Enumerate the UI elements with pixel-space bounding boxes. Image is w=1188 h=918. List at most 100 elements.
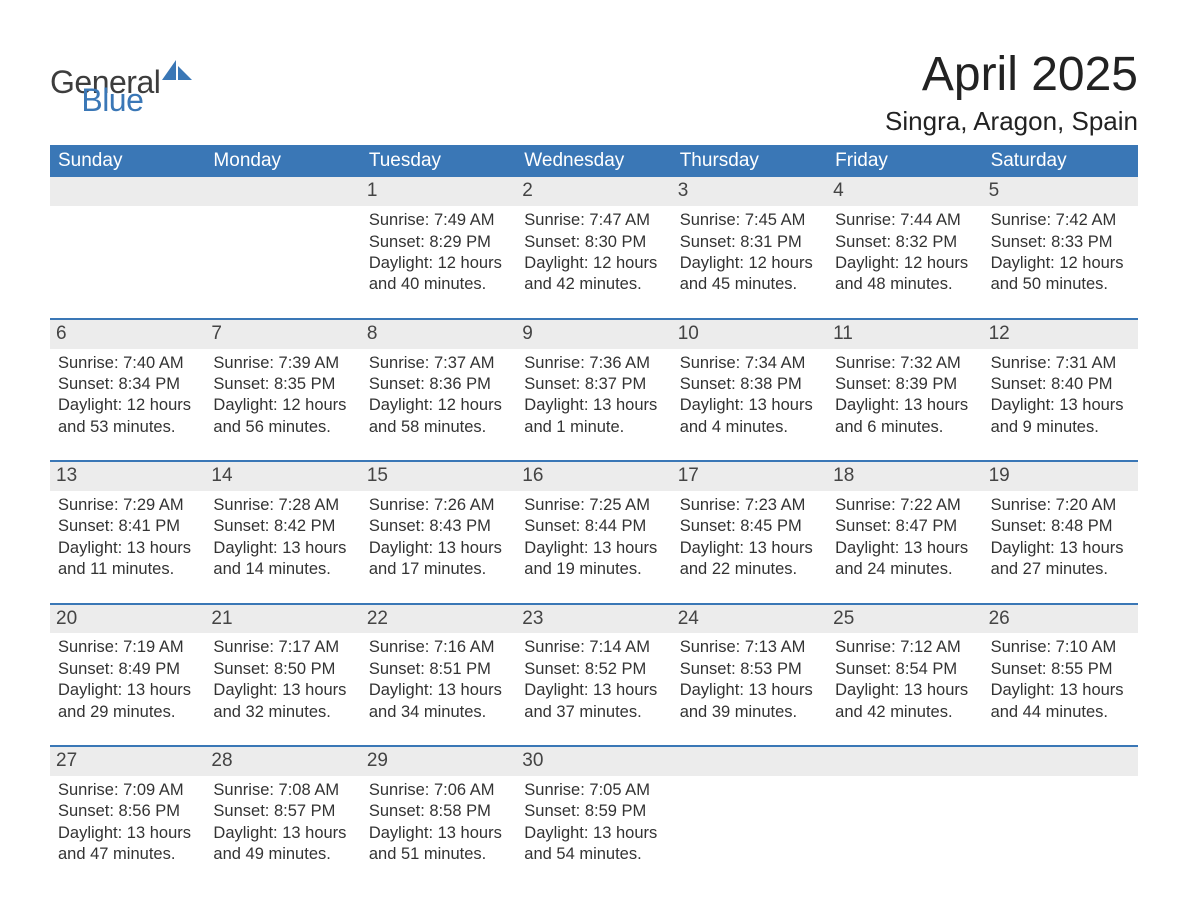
day2-text: and 50 minutes. <box>991 274 1130 295</box>
week-row: 20Sunrise: 7:19 AMSunset: 8:49 PMDayligh… <box>50 603 1138 733</box>
day1-text: Daylight: 13 hours <box>58 823 197 844</box>
location-label: Singra, Aragon, Spain <box>885 106 1138 137</box>
day-number: 5 <box>983 177 1138 206</box>
day-number: . <box>672 747 827 776</box>
sunrise-text: Sunrise: 7:26 AM <box>369 495 508 516</box>
sunset-text: Sunset: 8:59 PM <box>524 801 663 822</box>
day-cell: 14Sunrise: 7:28 AMSunset: 8:42 PMDayligh… <box>205 462 360 590</box>
day2-text: and 4 minutes. <box>680 417 819 438</box>
sunrise-text: Sunrise: 7:47 AM <box>524 210 663 231</box>
day1-text: Daylight: 12 hours <box>991 253 1130 274</box>
day-number: 17 <box>672 462 827 491</box>
sunrise-text: Sunrise: 7:40 AM <box>58 353 197 374</box>
day-cell: 7Sunrise: 7:39 AMSunset: 8:35 PMDaylight… <box>205 320 360 448</box>
day-cell: 16Sunrise: 7:25 AMSunset: 8:44 PMDayligh… <box>516 462 671 590</box>
day-cell: 1Sunrise: 7:49 AMSunset: 8:29 PMDaylight… <box>361 177 516 305</box>
day1-text: Daylight: 13 hours <box>991 680 1130 701</box>
sunset-text: Sunset: 8:42 PM <box>213 516 352 537</box>
day-number: 26 <box>983 605 1138 634</box>
sunset-text: Sunset: 8:37 PM <box>524 374 663 395</box>
day-number: 14 <box>205 462 360 491</box>
sunset-text: Sunset: 8:58 PM <box>369 801 508 822</box>
day-cell: 29Sunrise: 7:06 AMSunset: 8:58 PMDayligh… <box>361 747 516 875</box>
day-number: 16 <box>516 462 671 491</box>
day2-text: and 56 minutes. <box>213 417 352 438</box>
weekday-header: Thursday <box>672 145 827 177</box>
day1-text: Daylight: 13 hours <box>213 538 352 559</box>
day-number: . <box>50 177 205 206</box>
sunrise-text: Sunrise: 7:10 AM <box>991 637 1130 658</box>
sunset-text: Sunset: 8:33 PM <box>991 232 1130 253</box>
day2-text: and 22 minutes. <box>680 559 819 580</box>
day2-text: and 54 minutes. <box>524 844 663 865</box>
sunset-text: Sunset: 8:48 PM <box>991 516 1130 537</box>
calendar-page: General Blue April 2025 Singra, Aragon, … <box>0 0 1188 906</box>
sunrise-text: Sunrise: 7:06 AM <box>369 780 508 801</box>
day1-text: Daylight: 13 hours <box>680 538 819 559</box>
sunrise-text: Sunrise: 7:05 AM <box>524 780 663 801</box>
sunset-text: Sunset: 8:56 PM <box>58 801 197 822</box>
sunset-text: Sunset: 8:53 PM <box>680 659 819 680</box>
day-number: 13 <box>50 462 205 491</box>
sunrise-text: Sunrise: 7:16 AM <box>369 637 508 658</box>
day2-text: and 44 minutes. <box>991 702 1130 723</box>
sunrise-text: Sunrise: 7:34 AM <box>680 353 819 374</box>
sunrise-text: Sunrise: 7:37 AM <box>369 353 508 374</box>
day-number: 2 <box>516 177 671 206</box>
day-cell: 11Sunrise: 7:32 AMSunset: 8:39 PMDayligh… <box>827 320 982 448</box>
weekday-header: Sunday <box>50 145 205 177</box>
day1-text: Daylight: 13 hours <box>835 395 974 416</box>
day-cell: 20Sunrise: 7:19 AMSunset: 8:49 PMDayligh… <box>50 605 205 733</box>
day1-text: Daylight: 13 hours <box>835 680 974 701</box>
week-row: 6Sunrise: 7:40 AMSunset: 8:34 PMDaylight… <box>50 318 1138 448</box>
day1-text: Daylight: 13 hours <box>524 823 663 844</box>
weekday-header: Saturday <box>983 145 1138 177</box>
sunrise-text: Sunrise: 7:09 AM <box>58 780 197 801</box>
sunrise-text: Sunrise: 7:17 AM <box>213 637 352 658</box>
weekday-header-row: Sunday Monday Tuesday Wednesday Thursday… <box>50 145 1138 177</box>
weekday-header: Wednesday <box>516 145 671 177</box>
day-number: 11 <box>827 320 982 349</box>
sunset-text: Sunset: 8:44 PM <box>524 516 663 537</box>
day-cell: 24Sunrise: 7:13 AMSunset: 8:53 PMDayligh… <box>672 605 827 733</box>
day-cell: 26Sunrise: 7:10 AMSunset: 8:55 PMDayligh… <box>983 605 1138 733</box>
header: General Blue April 2025 Singra, Aragon, … <box>50 50 1138 137</box>
day-number: 18 <box>827 462 982 491</box>
day1-text: Daylight: 13 hours <box>680 680 819 701</box>
day-number: 9 <box>516 320 671 349</box>
day2-text: and 19 minutes. <box>524 559 663 580</box>
sunset-text: Sunset: 8:52 PM <box>524 659 663 680</box>
day-cell: 9Sunrise: 7:36 AMSunset: 8:37 PMDaylight… <box>516 320 671 448</box>
sunrise-text: Sunrise: 7:39 AM <box>213 353 352 374</box>
day-number: 15 <box>361 462 516 491</box>
day2-text: and 42 minutes. <box>835 702 974 723</box>
logo-sail-icon <box>162 60 196 85</box>
sunrise-text: Sunrise: 7:49 AM <box>369 210 508 231</box>
sunrise-text: Sunrise: 7:25 AM <box>524 495 663 516</box>
day2-text: and 29 minutes. <box>58 702 197 723</box>
sunrise-text: Sunrise: 7:42 AM <box>991 210 1130 231</box>
sunset-text: Sunset: 8:30 PM <box>524 232 663 253</box>
day-cell: . <box>983 747 1138 875</box>
day2-text: and 39 minutes. <box>680 702 819 723</box>
weekday-header: Tuesday <box>361 145 516 177</box>
day-cell: 27Sunrise: 7:09 AMSunset: 8:56 PMDayligh… <box>50 747 205 875</box>
sunrise-text: Sunrise: 7:45 AM <box>680 210 819 231</box>
week-row: 27Sunrise: 7:09 AMSunset: 8:56 PMDayligh… <box>50 745 1138 875</box>
weeks-container: .. 1Sunrise: 7:49 AMSunset: 8:29 PMDaylig… <box>50 177 1138 875</box>
sunrise-text: Sunrise: 7:32 AM <box>835 353 974 374</box>
day1-text: Daylight: 12 hours <box>369 253 508 274</box>
day2-text: and 48 minutes. <box>835 274 974 295</box>
weekday-header: Monday <box>205 145 360 177</box>
day1-text: Daylight: 13 hours <box>680 395 819 416</box>
sunset-text: Sunset: 8:35 PM <box>213 374 352 395</box>
day-cell: 15Sunrise: 7:26 AMSunset: 8:43 PMDayligh… <box>361 462 516 590</box>
day-cell: 30Sunrise: 7:05 AMSunset: 8:59 PMDayligh… <box>516 747 671 875</box>
day-number: 24 <box>672 605 827 634</box>
day2-text: and 9 minutes. <box>991 417 1130 438</box>
day1-text: Daylight: 12 hours <box>680 253 819 274</box>
day2-text: and 1 minute. <box>524 417 663 438</box>
day2-text: and 24 minutes. <box>835 559 974 580</box>
sunrise-text: Sunrise: 7:36 AM <box>524 353 663 374</box>
sunset-text: Sunset: 8:51 PM <box>369 659 508 680</box>
